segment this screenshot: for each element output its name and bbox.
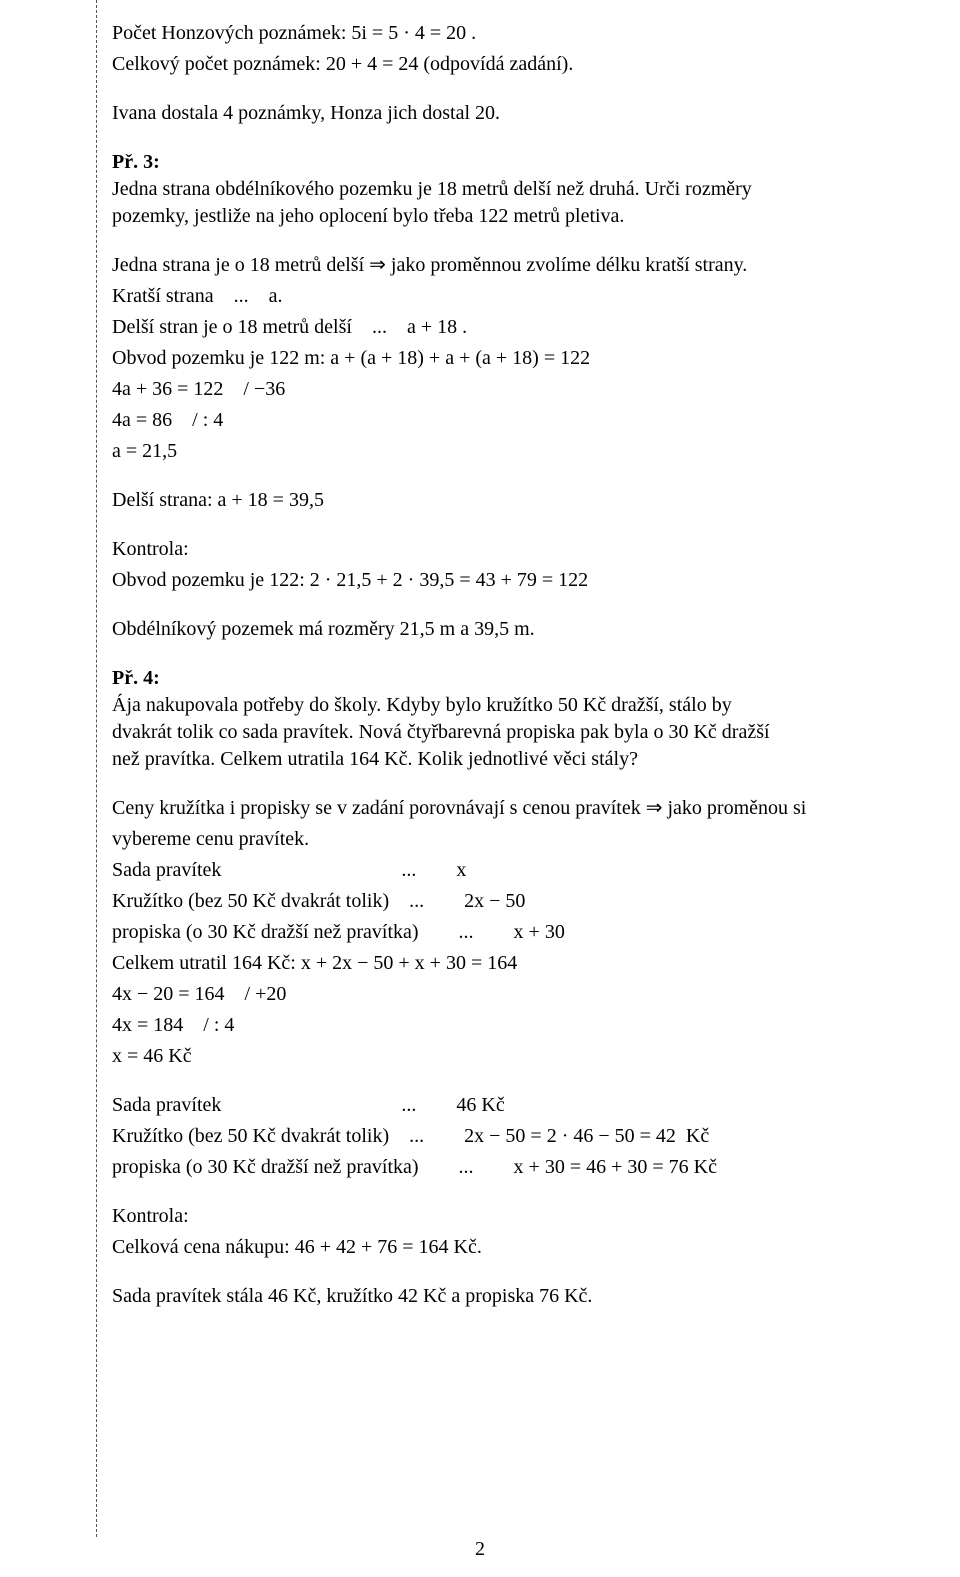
line-choose-var-a: Ceny kružítka i propisky se v zadání por… [112,795,864,822]
line-eq-1: 4a + 36 = 122 / −36 [112,376,864,403]
line-eq2-1: 4x − 20 = 164 / +20 [112,981,864,1008]
line-check-1: Obvod pozemku je 122: 2 · 21,5 + 2 · 39,… [112,567,864,594]
page-number: 2 [0,1536,960,1563]
line-rulers-val: Sada pravítek ... 46 Kč [112,1092,864,1119]
line-rulers: Sada pravítek ... x [112,857,864,884]
line-compass-val: Kružítko (bez 50 Kč dvakrát tolik) ... 2… [112,1123,864,1150]
example-4-label: Př. 4: [112,665,178,692]
example-4-text: Ája nakupovala potřeby do školy. Kdyby b… [112,692,794,773]
line-answer-2: Sada pravítek stála 46 Kč, kružítko 42 K… [112,1283,864,1310]
line-eq-2: 4a = 86 / : 4 [112,407,864,434]
line-choose-var-b: vybereme cenu pravítek. [112,826,864,853]
line-check-2: Celková cena nákupu: 46 + 42 + 76 = 164 … [112,1234,864,1261]
line-eq2-2: 4x = 184 / : 4 [112,1012,864,1039]
line-long-side-val: Delší strana: a + 18 = 39,5 [112,487,864,514]
line-notes-honza: Počet Honzových poznámek: 5i = 5 · 4 = 2… [112,20,864,47]
example-4: Př. 4: Ája nakupovala potřeby do školy. … [112,665,864,773]
line-pen-val: propiska (o 30 Kč dražší než pravítka) .… [112,1154,864,1181]
line-notes-total: Celkový počet poznámek: 20 + 4 = 24 (odp… [112,51,864,78]
line-choice-var: Jedna strana je o 18 metrů delší ⇒ jako … [112,252,864,279]
example-3: Př. 3: Jedna strana obdélníkového pozemk… [112,149,864,230]
line-eq-3: a = 21,5 [112,438,864,465]
page: Počet Honzových poznámek: 5i = 5 · 4 = 2… [0,0,960,1577]
line-perimeter-eq: Obvod pozemku je 122 m: a + (a + 18) + a… [112,345,864,372]
line-conclusion-1: Ivana dostala 4 poznámky, Honza jich dos… [112,100,864,127]
line-long-side: Delší stran je o 18 metrů delší ... a + … [112,314,864,341]
line-eq2-3: x = 46 Kč [112,1043,864,1070]
left-dashed-rule [96,0,97,1537]
line-check-label-2: Kontrola: [112,1203,864,1230]
line-pen: propiska (o 30 Kč dražší než pravítka) .… [112,919,864,946]
example-3-label: Př. 3: [112,149,178,176]
example-3-text: Jedna strana obdélníkového pozemku je 18… [112,176,794,230]
line-total-eq: Celkem utratil 164 Kč: x + 2x − 50 + x +… [112,950,864,977]
line-check-label-1: Kontrola: [112,536,864,563]
line-compass: Kružítko (bez 50 Kč dvakrát tolik) ... 2… [112,888,864,915]
line-answer-1: Obdélníkový pozemek má rozměry 21,5 m a … [112,616,864,643]
line-short-side: Kratší strana ... a. [112,283,864,310]
